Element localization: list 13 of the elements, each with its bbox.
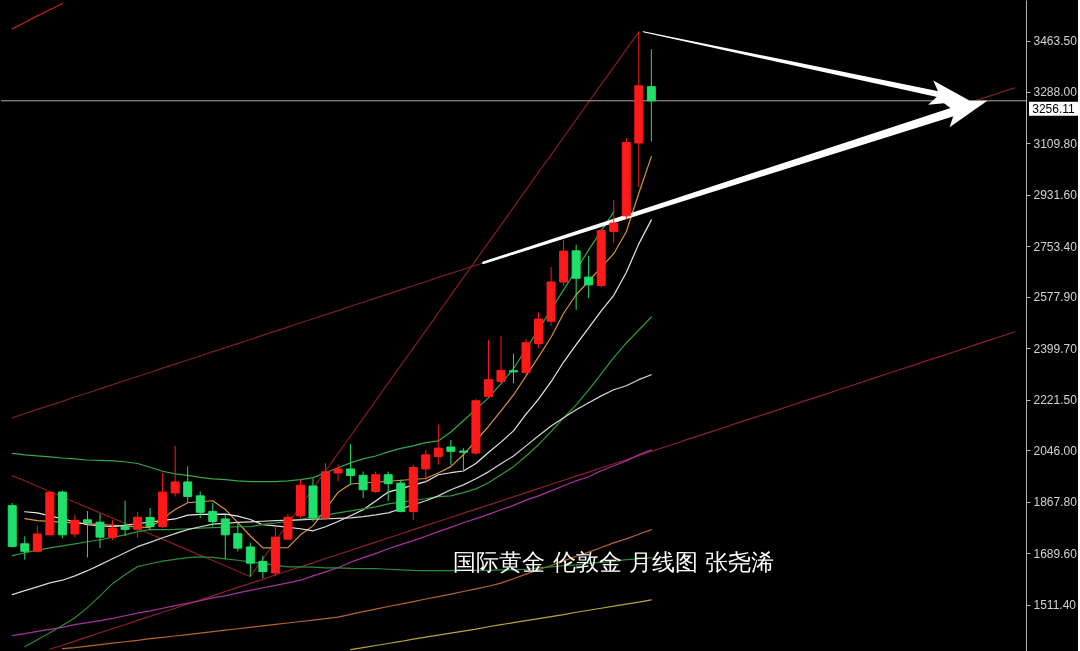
- y-tick-label: 3109.80: [1033, 136, 1078, 151]
- y-tick-label: 1511.40: [1033, 598, 1077, 613]
- y-tick-label: 2931.60: [1033, 188, 1078, 203]
- ref-line-label: 3256.11: [1032, 101, 1076, 116]
- y-tick-label: 2046.00: [1033, 443, 1078, 458]
- y-tick-label: 1689.60: [1033, 546, 1078, 561]
- y-tick-label: 2399.70: [1033, 341, 1078, 356]
- y-tick-label: 2753.40: [1033, 239, 1078, 254]
- y-tick-label: 2221.50: [1033, 393, 1078, 408]
- y-tick-label: 2577.90: [1033, 290, 1078, 305]
- y-tick-label: 3463.50: [1033, 34, 1078, 49]
- y-tick-label: 1867.80: [1033, 495, 1078, 510]
- y-tick-label: 3288.00: [1033, 85, 1078, 100]
